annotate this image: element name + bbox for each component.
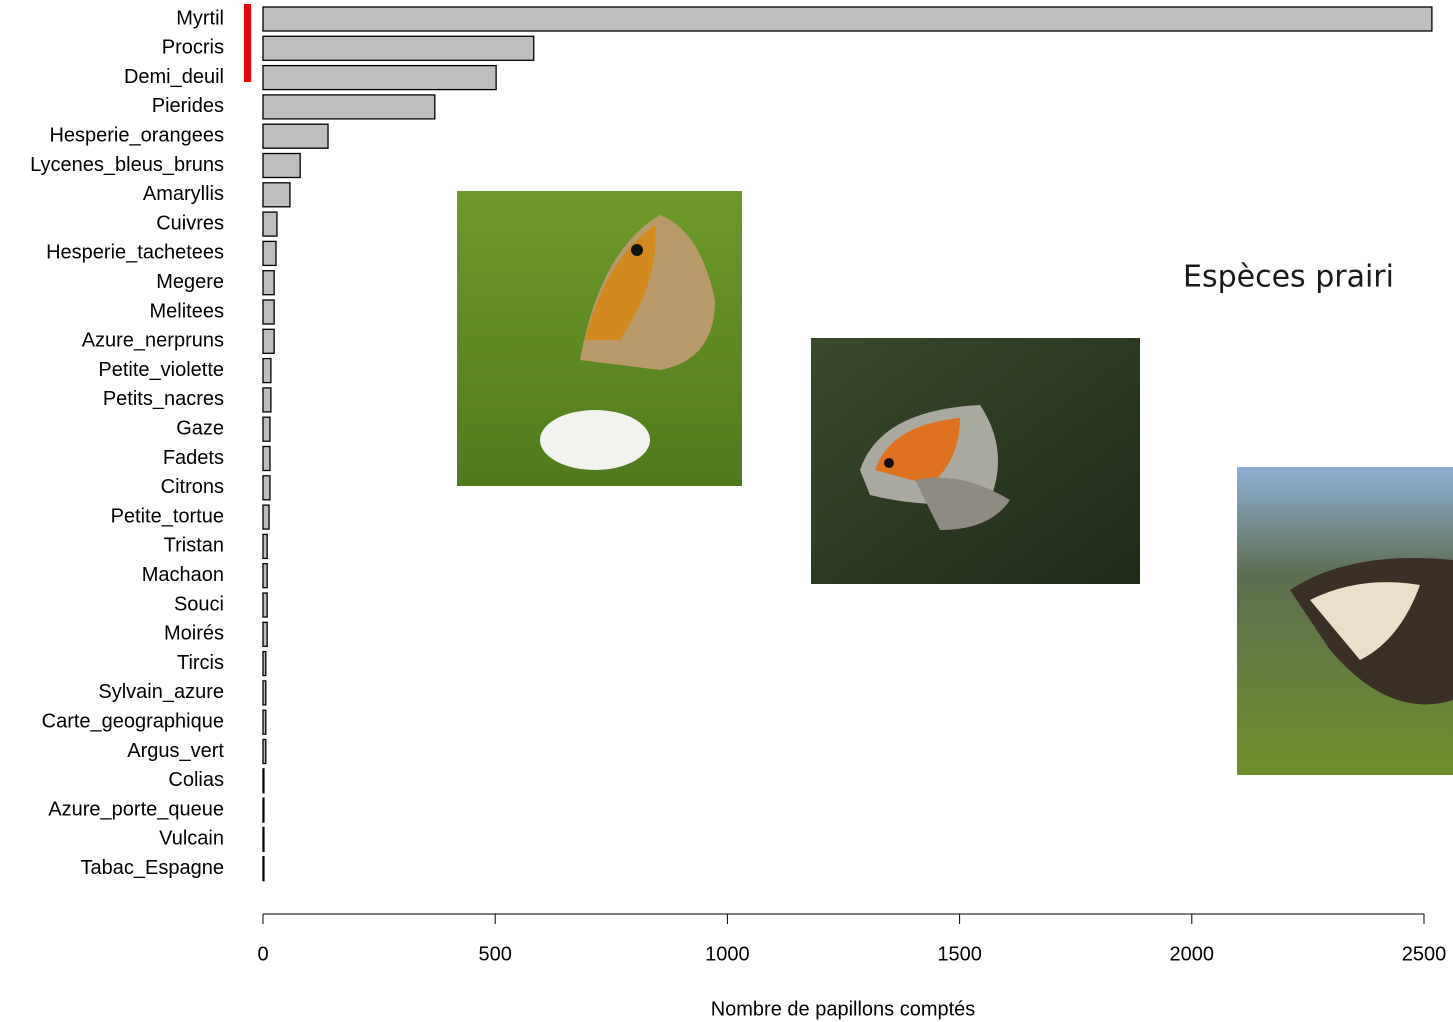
- bar: [263, 300, 274, 324]
- page: {"chart_data": { "type": "barh", "xlabel…: [0, 0, 1453, 1022]
- x-tick-label: 2500: [1402, 943, 1447, 965]
- bar: [263, 505, 269, 529]
- bar: [263, 447, 270, 471]
- bar: [263, 36, 534, 60]
- y-tick-label: Petits_nacres: [103, 388, 224, 410]
- bar: [263, 652, 266, 676]
- y-tick-label: Machaon: [142, 564, 224, 586]
- bar: [263, 564, 267, 588]
- photo: [457, 191, 742, 486]
- bar: [263, 534, 267, 558]
- y-tick-label: Vulcain: [159, 828, 224, 850]
- annotation: Espèces prairi: [1183, 260, 1394, 295]
- bar: [263, 271, 274, 295]
- bar: [263, 827, 264, 851]
- bar: [263, 7, 1432, 31]
- y-tick-label: Argus_vert: [127, 740, 224, 762]
- bar: [263, 593, 267, 617]
- bar: [263, 710, 266, 734]
- y-tick-label: Lycenes_bleus_bruns: [30, 154, 224, 176]
- bar: [263, 212, 277, 236]
- bar: [263, 154, 300, 178]
- bar: [263, 681, 266, 705]
- bar: [263, 66, 496, 90]
- y-tick-label: Demi_deuil: [124, 66, 224, 88]
- y-tick-label: Petite_tortue: [111, 505, 224, 527]
- bar: [263, 476, 270, 500]
- x-tick-label: 2000: [1170, 943, 1215, 965]
- bar: [263, 417, 270, 441]
- y-tick-label: Citrons: [161, 476, 224, 498]
- x-axis-title: Nombre de papillons comptés: [711, 998, 976, 1020]
- photo: [811, 338, 1140, 584]
- bar: [263, 183, 290, 207]
- bar: [263, 388, 271, 412]
- photo: [1237, 467, 1453, 775]
- y-tick-label: Tristan: [164, 535, 224, 557]
- bar: [263, 740, 266, 764]
- y-tick-label: Megere: [156, 271, 224, 293]
- y-tick-label: Azure_nerpruns: [82, 330, 224, 352]
- y-tick-label: Fadets: [163, 447, 224, 469]
- bar: [263, 124, 328, 148]
- y-tick-label: Petite_violette: [98, 359, 224, 381]
- y-tick-label: Souci: [174, 593, 224, 615]
- y-tick-label: Tircis: [177, 652, 224, 674]
- y-tick-label: Tabac_Espagne: [81, 857, 224, 879]
- y-tick-label: Gaze: [176, 417, 224, 439]
- bar: [263, 329, 274, 353]
- y-tick-label: Sylvain_azure: [98, 681, 224, 703]
- x-tick-label: 0: [257, 943, 268, 965]
- y-tick-label: Amaryllis: [143, 183, 224, 205]
- bar: [263, 359, 271, 383]
- y-tick-label: Hesperie_orangees: [49, 124, 224, 146]
- chart: Espèces prairi Nombre de papillons compt…: [0, 0, 1453, 1022]
- bar: [263, 241, 276, 265]
- y-tick-label: Pierides: [152, 95, 224, 117]
- bar: [263, 622, 267, 646]
- x-tick-label: 1000: [705, 943, 750, 965]
- y-tick-label: Cuivres: [156, 212, 224, 234]
- y-tick-label: Moirés: [164, 623, 224, 645]
- highlight-marker: [244, 4, 251, 82]
- bar: [263, 798, 264, 822]
- y-tick-label: Melitees: [150, 300, 224, 322]
- y-tick-label: Carte_geographique: [42, 710, 224, 732]
- y-tick-label: Hesperie_tachetees: [46, 242, 224, 264]
- bar: [263, 769, 264, 793]
- y-tick-label: Procris: [162, 37, 224, 59]
- y-tick-label: Colias: [168, 769, 224, 791]
- x-tick-label: 1500: [937, 943, 982, 965]
- x-tick-label: 500: [479, 943, 512, 965]
- y-tick-label: Azure_porte_queue: [48, 798, 224, 820]
- bar: [263, 857, 264, 881]
- bar: [263, 95, 435, 119]
- y-tick-label: Myrtil: [176, 7, 224, 29]
